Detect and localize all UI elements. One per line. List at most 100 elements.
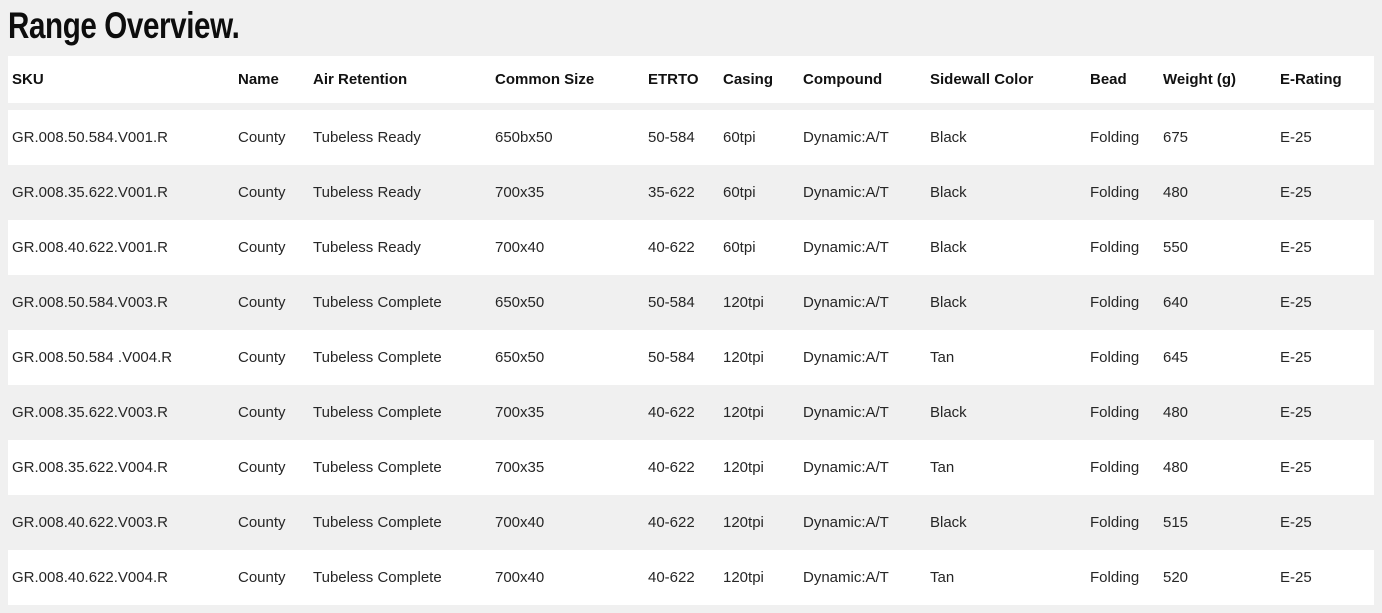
table-cell: 120tpi xyxy=(723,294,764,311)
table-cell: Dynamic:A/T xyxy=(803,514,889,531)
column-header: Bead xyxy=(1090,71,1127,88)
table-cell: Folding xyxy=(1090,459,1140,476)
table-cell: 650x50 xyxy=(495,294,545,311)
table-cell: Tubeless Complete xyxy=(313,294,442,311)
table-cell: Folding xyxy=(1090,514,1140,531)
table-cell: 50-584 xyxy=(648,349,695,366)
column-header: E-Rating xyxy=(1280,71,1342,88)
table-cell: 120tpi xyxy=(723,459,764,476)
table-cell: Black xyxy=(930,129,967,146)
table-cell: County xyxy=(238,294,286,311)
table-cell: County xyxy=(238,459,286,476)
table-cell: Tan xyxy=(930,569,955,586)
table-cell: 480 xyxy=(1163,404,1189,421)
table-cell: E-25 xyxy=(1280,349,1312,366)
table-cell: 40-622 xyxy=(648,569,695,586)
table-cell: Folding xyxy=(1090,404,1140,421)
table-cell: 700x35 xyxy=(495,184,545,201)
table-cell: E-25 xyxy=(1280,404,1312,421)
column-header: Casing xyxy=(723,71,774,88)
table-cell: 120tpi xyxy=(723,404,764,421)
table-cell: 40-622 xyxy=(648,239,695,256)
table-cell: Dynamic:A/T xyxy=(803,239,889,256)
table-cell: GR.008.40.622.V003.R xyxy=(12,514,168,531)
table-cell: E-25 xyxy=(1280,569,1312,586)
table-cell: Tan xyxy=(930,459,955,476)
table-cell: Dynamic:A/T xyxy=(803,404,889,421)
table-cell: 515 xyxy=(1163,514,1189,531)
table-cell: 60tpi xyxy=(723,184,756,201)
table-cell: County xyxy=(238,514,286,531)
table-cell: County xyxy=(238,349,286,366)
table-cell: Dynamic:A/T xyxy=(803,294,889,311)
table-row: GR.008.50.584.V001.R County Tubeless Ready… xyxy=(8,110,1374,165)
column-header: ETRTO xyxy=(648,71,699,88)
table-cell: GR.008.40.622.V001.R xyxy=(12,239,168,256)
table-cell: 40-622 xyxy=(648,459,695,476)
table-cell: County xyxy=(238,184,286,201)
table-cell: County xyxy=(238,569,286,586)
table-cell: Folding xyxy=(1090,569,1140,586)
table-cell: County xyxy=(238,404,286,421)
table-cell: 550 xyxy=(1163,239,1189,256)
table-cell: Folding xyxy=(1090,294,1140,311)
column-header: SKU xyxy=(12,71,44,88)
table-row: GR.008.40.622.V003.R County Tubeless Compl… xyxy=(8,495,1374,550)
table-cell: Tubeless Complete xyxy=(313,404,442,421)
table-cell: Folding xyxy=(1090,239,1140,256)
table-cell: 40-622 xyxy=(648,514,695,531)
table-cell: Black xyxy=(930,294,967,311)
table-cell: County xyxy=(238,129,286,146)
table-cell: Folding xyxy=(1090,349,1140,366)
table-cell: 700x40 xyxy=(495,569,545,586)
table-cell: E-25 xyxy=(1280,514,1312,531)
table-row: GR.008.50.584.V003.R County Tubeless Compl… xyxy=(8,275,1374,330)
table-cell: 645 xyxy=(1163,349,1189,366)
column-header: Compound xyxy=(803,71,883,88)
table-cell: Tubeless Complete xyxy=(313,514,442,531)
column-header: Air Retention xyxy=(313,71,408,88)
table-cell: 35-622 xyxy=(648,184,695,201)
table-cell: E-25 xyxy=(1280,184,1312,201)
column-header: Weight (g) xyxy=(1163,71,1237,88)
table-cell: 700x35 xyxy=(495,404,545,421)
table-cell: GR.008.50.584.V001.R xyxy=(12,129,168,146)
table-cell: Dynamic:A/T xyxy=(803,349,889,366)
table-cell: 60tpi xyxy=(723,239,756,256)
table-cell: Black xyxy=(930,404,967,421)
table-cell: 480 xyxy=(1163,184,1189,201)
column-header: Name xyxy=(238,71,279,88)
table-cell: Folding xyxy=(1090,129,1140,146)
table-cell: E-25 xyxy=(1280,239,1312,256)
table-cell: 700x35 xyxy=(495,459,545,476)
table-cell: 650bx50 xyxy=(495,129,553,146)
table-row: GR.008.40.622.V004.R County Tubeless Compl… xyxy=(8,550,1374,605)
table-row: GR.008.50.584 .V004.R County Tubeless Comp… xyxy=(8,330,1374,385)
table-cell: Black xyxy=(930,514,967,531)
table-cell: E-25 xyxy=(1280,129,1312,146)
table-row: GR.008.40.622.V001.R County Tubeless Ready… xyxy=(8,220,1374,275)
column-header: Sidewall Color xyxy=(930,71,1034,88)
table-cell: Dynamic:A/T xyxy=(803,569,889,586)
table-cell: Dynamic:A/T xyxy=(803,129,889,146)
table-cell: Tubeless Ready xyxy=(313,129,421,146)
table-row: GR.008.35.622.V004.R County Tubeless Compl… xyxy=(8,440,1374,495)
table-cell: 640 xyxy=(1163,294,1189,311)
table-cell: GR.008.35.622.V001.R xyxy=(12,184,168,201)
page-title: Range Overview. xyxy=(8,5,240,46)
table-cell: Dynamic:A/T xyxy=(803,184,889,201)
table-cell: GR.008.50.584.V003.R xyxy=(12,294,168,311)
table-cell: 120tpi xyxy=(723,569,764,586)
table-cell: GR.008.35.622.V004.R xyxy=(12,459,168,476)
table-cell: Dynamic:A/T xyxy=(803,459,889,476)
table-cell: Tubeless Complete xyxy=(313,569,442,586)
table-cell: 650x50 xyxy=(495,349,545,366)
table-cell: GR.008.40.622.V004.R xyxy=(12,569,168,586)
table-cell: 60tpi xyxy=(723,129,756,146)
table-cell: Tubeless Complete xyxy=(313,459,442,476)
table-cell: Tubeless Ready xyxy=(313,184,421,201)
table-header-row: SKU Name Air Retention Common Size ETRTO Casi… xyxy=(8,56,1374,103)
table-cell: Tan xyxy=(930,349,955,366)
table-body: GR.008.50.584.V001.R County Tubeless Ready… xyxy=(8,110,1374,605)
